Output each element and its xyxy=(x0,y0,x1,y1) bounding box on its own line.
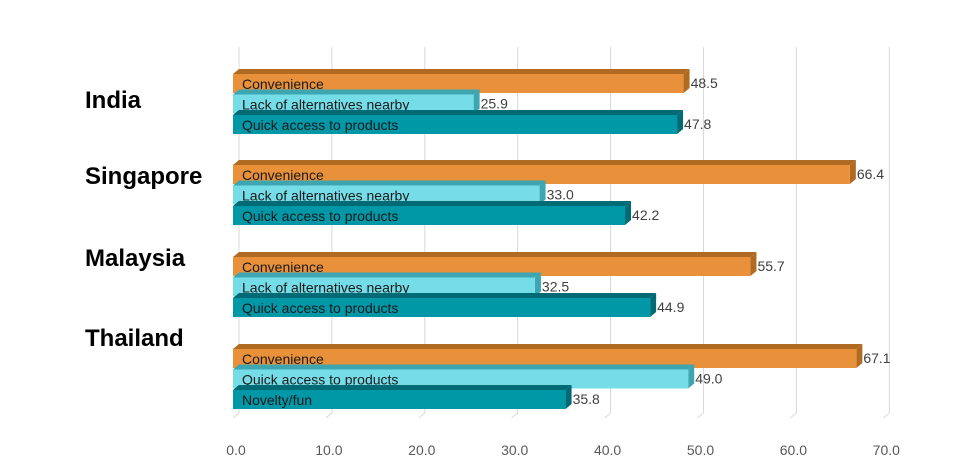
bar-side-face xyxy=(683,69,690,93)
bar-value-label: 42.2 xyxy=(632,207,659,223)
x-tick-label: 20.0 xyxy=(408,442,435,458)
bars: Convenience 48.5 Lack of alternatives near… xyxy=(233,69,891,409)
bar-top-face xyxy=(233,201,632,206)
bar-side-face xyxy=(625,201,632,225)
bar xyxy=(233,206,626,225)
bar-top-face xyxy=(233,110,684,115)
x-tick-label: 40.0 xyxy=(594,442,621,458)
bar-side-face xyxy=(849,160,856,184)
bar xyxy=(233,165,850,184)
bar-side-face xyxy=(650,293,657,317)
bar-side-face xyxy=(688,364,695,389)
group-label-singapore: Singapore xyxy=(85,163,202,190)
bar-side-face xyxy=(565,385,572,409)
bar xyxy=(233,115,678,134)
bar-top-face xyxy=(233,69,690,74)
bar xyxy=(233,390,566,409)
bar-value-label: 47.8 xyxy=(684,116,711,132)
x-tick-label: 30.0 xyxy=(501,442,528,458)
bar-side-face xyxy=(750,252,757,276)
bar-category-label: Quick access to products xyxy=(242,117,398,133)
bar xyxy=(233,277,535,297)
bar-category-label: Lack of alternatives nearby xyxy=(242,280,409,296)
bar-top-face xyxy=(233,252,757,257)
group-label-malaysia: Malaysia xyxy=(85,245,186,272)
x-tick-label: 50.0 xyxy=(687,442,714,458)
grid-line-foot xyxy=(604,412,611,419)
bar-value-label: 48.5 xyxy=(691,75,718,91)
bar-value-label: 32.5 xyxy=(542,279,569,295)
bar-category-label: Convenience xyxy=(242,167,324,183)
grid-line-foot xyxy=(511,412,519,419)
bar xyxy=(233,94,474,114)
group-label-india: India xyxy=(85,87,142,114)
bar-side-face xyxy=(473,89,480,114)
bar-value-label: 55.7 xyxy=(757,258,784,274)
bar-value-label: 66.4 xyxy=(857,166,884,182)
grid-line-foot xyxy=(232,412,240,419)
bar-category-label: Quick access to products xyxy=(242,208,398,224)
group-label-thailand: Thailand xyxy=(85,325,184,352)
bar-value-label: 49.0 xyxy=(695,371,722,387)
bar-category-label: Quick access to products xyxy=(242,300,398,316)
bar-top-face xyxy=(233,344,863,349)
grid-line-foot xyxy=(325,412,333,419)
bar-category-label: Lack of alternatives nearby xyxy=(242,188,409,204)
bar-category-label: Convenience xyxy=(242,76,324,92)
bar-side-face xyxy=(677,110,684,134)
bar-top-face xyxy=(233,180,546,186)
bar-value-label: 35.8 xyxy=(573,391,600,407)
bar-side-face xyxy=(539,180,546,205)
x-axis-ticks: 0.0 10.0 20.0 30.0 40.0 50.0 60.0 70.0 xyxy=(226,442,900,458)
bar-top-face xyxy=(233,364,695,370)
bar-side-face xyxy=(534,272,541,297)
bar-top-face xyxy=(233,293,657,298)
bar-top-face xyxy=(233,385,572,390)
x-tick-label: 0.0 xyxy=(226,442,246,458)
bar-category-label: Lack of alternatives nearby xyxy=(242,97,409,113)
bar-category-label: Quick access to products xyxy=(242,372,398,388)
bar-top-face xyxy=(233,272,541,278)
bar xyxy=(233,257,751,276)
bar xyxy=(233,185,540,205)
x-tick-label: 70.0 xyxy=(873,442,900,458)
grid-line-foot xyxy=(882,412,890,419)
bar xyxy=(233,74,684,93)
bar xyxy=(233,349,857,368)
bar-top-face xyxy=(233,160,856,165)
bar-value-label: 33.0 xyxy=(547,187,574,203)
bar-top-face xyxy=(233,89,480,95)
grid-line-foot xyxy=(418,412,426,419)
bar xyxy=(233,369,689,389)
bar xyxy=(233,298,651,317)
bar-value-label: 25.9 xyxy=(481,96,508,112)
bar-category-label: Convenience xyxy=(242,351,324,367)
bar-value-label: 44.9 xyxy=(657,299,684,315)
x-tick-label: 60.0 xyxy=(780,442,807,458)
bar-category-label: Convenience xyxy=(242,259,324,275)
grid-line-foot xyxy=(697,412,704,419)
bar-value-label: 67.1 xyxy=(863,350,890,366)
bar-side-face xyxy=(856,344,863,368)
bar-category-label: Novelty/fun xyxy=(242,392,312,408)
grid-line-foot xyxy=(790,412,797,419)
group-labels: India Singapore Malaysia Thailand xyxy=(85,87,202,352)
x-tick-label: 10.0 xyxy=(315,442,342,458)
